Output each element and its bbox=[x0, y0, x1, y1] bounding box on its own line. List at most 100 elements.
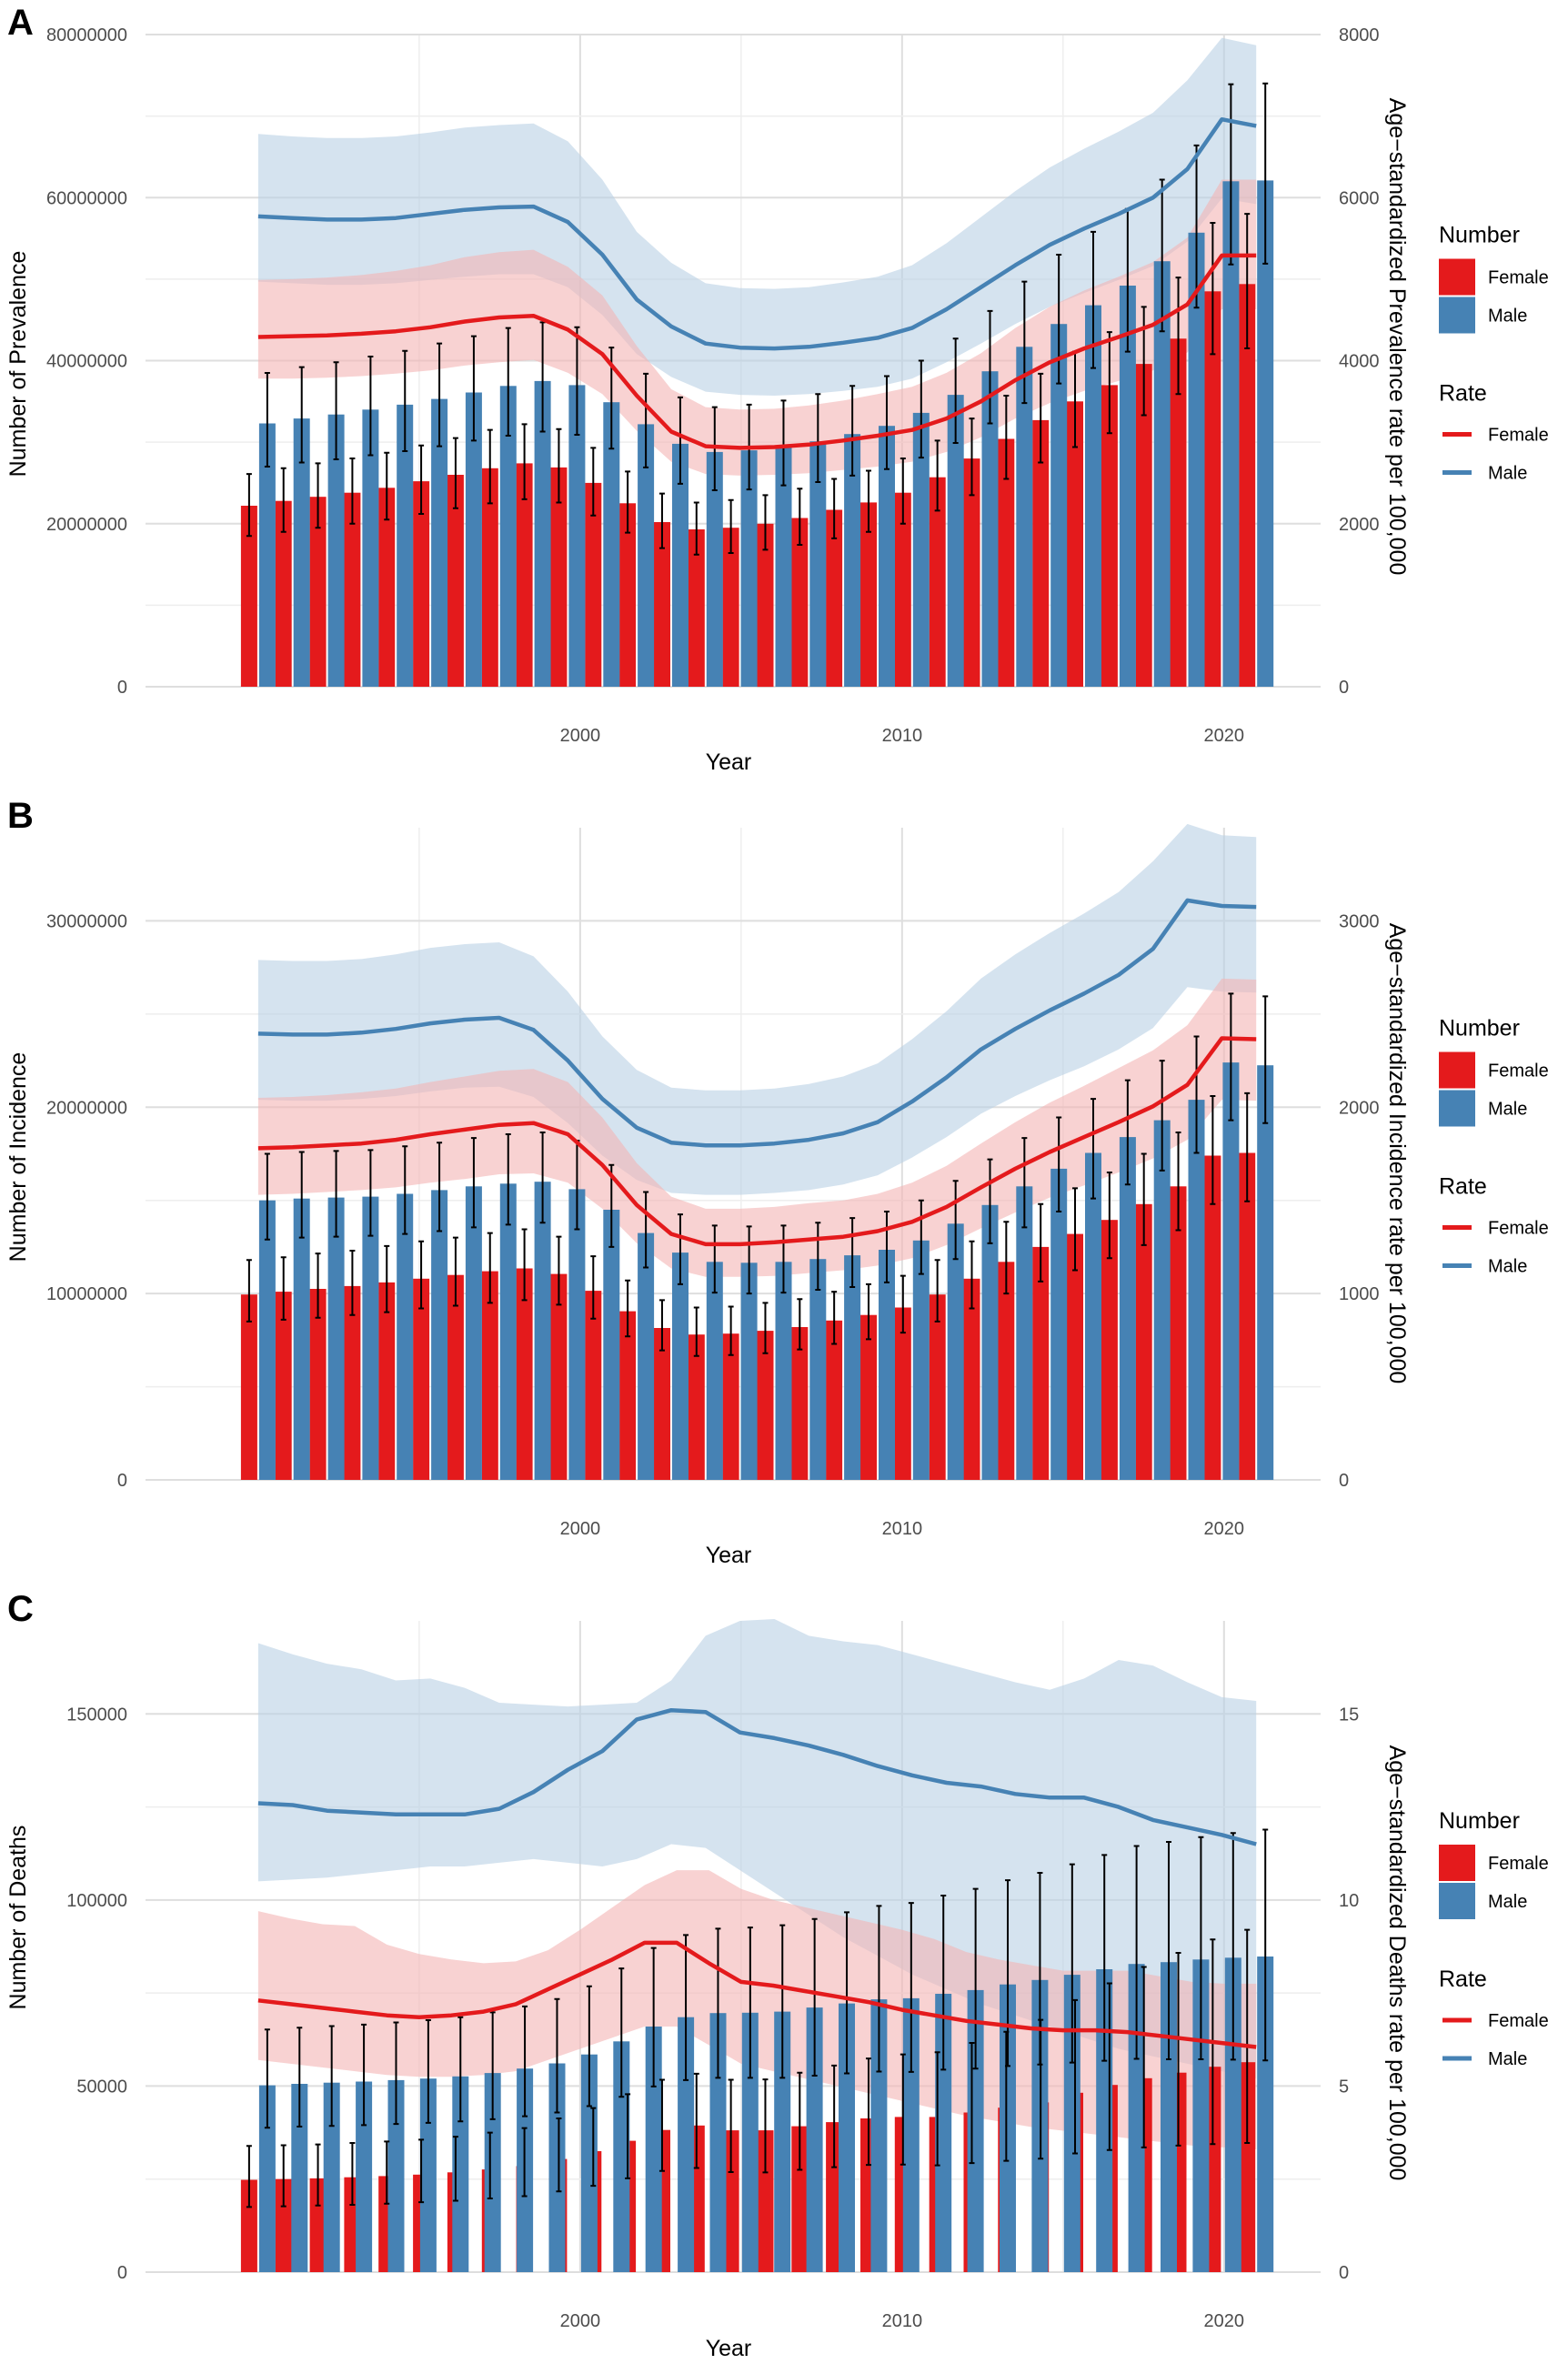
male-error-bar bbox=[1198, 1836, 1204, 2060]
male-error-bar bbox=[747, 1926, 753, 2079]
female-error-bar bbox=[865, 1283, 871, 1341]
female-number-bar bbox=[654, 1328, 670, 1480]
male-number-bar bbox=[431, 398, 448, 687]
male-number-bar bbox=[844, 434, 861, 687]
male-error-bar bbox=[940, 1894, 947, 2071]
male-error-bar bbox=[264, 371, 270, 468]
y-tick-label: 20000000 bbox=[46, 515, 127, 535]
female-error-bar bbox=[1141, 1966, 1147, 2148]
male-number-bar bbox=[981, 371, 999, 687]
male-error-bar bbox=[333, 1150, 339, 1238]
male-number-bar bbox=[706, 451, 723, 687]
female-number-bar bbox=[275, 1292, 292, 1480]
male-error-bar bbox=[1091, 1098, 1097, 1200]
female-error-bar bbox=[1175, 277, 1181, 396]
female-error-bar bbox=[1038, 1202, 1044, 1283]
male-number-bar bbox=[1192, 1959, 1210, 2272]
female-number-bar bbox=[654, 522, 670, 687]
female-error-bar bbox=[246, 473, 252, 538]
female-error-bar bbox=[384, 2140, 390, 2205]
y-tick-label: 60000000 bbox=[46, 188, 127, 208]
male-error-bar bbox=[918, 1199, 924, 1275]
male-number-bar bbox=[534, 1182, 551, 1480]
female-number-bar bbox=[860, 502, 877, 687]
male-number-bar bbox=[1096, 1969, 1113, 2272]
female-error-bar bbox=[831, 478, 838, 539]
legend-rate-title: Rate bbox=[1439, 381, 1487, 407]
female-number-bar bbox=[481, 1271, 498, 1480]
female-number-bar bbox=[240, 2179, 257, 2272]
x-tick-label: 2000 bbox=[560, 1519, 601, 1539]
female-number-bar bbox=[722, 528, 739, 687]
y2-axis-ticks: 0 2000 4000 6000 8000 bbox=[1339, 25, 1380, 698]
female-error-bar bbox=[900, 2053, 906, 2166]
y-tick-label: 80000000 bbox=[46, 25, 127, 45]
male-number-bar bbox=[935, 1994, 952, 2272]
female-number-bar bbox=[688, 529, 705, 687]
legend-female-bar-label: Female bbox=[1488, 1854, 1549, 1874]
x-tick-label: 2000 bbox=[560, 2311, 601, 2331]
male-error-bar bbox=[470, 1137, 477, 1229]
male-error-bar bbox=[298, 366, 305, 464]
female-error-bar bbox=[1106, 331, 1112, 435]
error-bars bbox=[246, 992, 1269, 1357]
male-error-bar bbox=[489, 2011, 496, 2120]
female-error-bar bbox=[1072, 1998, 1079, 2155]
female-error-bar bbox=[1141, 1152, 1147, 1246]
male-error-bar bbox=[618, 1967, 625, 2098]
y-tick-label: 150000 bbox=[66, 1705, 127, 1725]
female-number-bar bbox=[1032, 419, 1050, 687]
legend-female-bar-swatch bbox=[1439, 258, 1475, 296]
female-number-bar bbox=[413, 1278, 430, 1480]
legend-male-bar-swatch bbox=[1439, 1090, 1475, 1127]
female-error-bar bbox=[762, 1302, 769, 1354]
male-error-bar bbox=[1021, 280, 1028, 405]
female-number-bar bbox=[275, 2178, 292, 2272]
male-number-bar bbox=[844, 1255, 861, 1480]
female-error-bar bbox=[934, 1259, 940, 1323]
male-number-bar bbox=[568, 385, 586, 687]
male-number-bar bbox=[499, 386, 517, 687]
legend-female-bar-swatch bbox=[1439, 1845, 1475, 1881]
male-number-bar bbox=[603, 1210, 620, 1480]
female-number-bar bbox=[516, 463, 533, 687]
y-axis-label: Number of Incidence bbox=[5, 1052, 31, 1262]
female-number-bar bbox=[309, 2178, 327, 2272]
male-error-bar bbox=[1228, 83, 1234, 266]
legend-number-title: Number bbox=[1439, 223, 1520, 248]
female-error-bar bbox=[315, 1252, 321, 1319]
male-error-bar bbox=[425, 2019, 431, 2124]
female-error-bar bbox=[280, 467, 286, 533]
y2-tick-label: 8000 bbox=[1339, 25, 1380, 45]
male-number-bar bbox=[947, 1223, 964, 1480]
female-number-bar bbox=[516, 1268, 533, 1480]
female-number-bar bbox=[378, 1282, 396, 1480]
male-number-bar bbox=[534, 380, 551, 687]
y2-tick-label: 2000 bbox=[1339, 1098, 1380, 1118]
female-rate-line bbox=[257, 1940, 1257, 2049]
female-number-bar bbox=[585, 1291, 602, 1480]
female-number-bar bbox=[722, 2130, 739, 2272]
legend-male-line-label: Male bbox=[1488, 1257, 1527, 1277]
x-axis-label: Year bbox=[706, 1543, 752, 1568]
female-number-bar bbox=[929, 1294, 946, 1480]
male-number-bar bbox=[1128, 1964, 1145, 2272]
male-number-bar bbox=[902, 1997, 920, 2272]
male-number-bar bbox=[397, 404, 414, 687]
x-axis-ticks: 2000 2010 2020 bbox=[560, 726, 1244, 746]
male-number-bar bbox=[947, 395, 964, 687]
female-error-bar bbox=[315, 462, 321, 529]
panel-a: A 0 20000000 40000000 60000000 80000000 0 200… bbox=[5, 3, 1549, 775]
female-number-bar bbox=[240, 1294, 257, 1480]
y2-tick-label: 10 bbox=[1339, 1891, 1359, 1911]
y-axis-ticks: 0 50000 100000 150000 bbox=[66, 1705, 127, 2283]
female-number-bar bbox=[998, 438, 1015, 687]
male-number-bar bbox=[740, 450, 758, 687]
male-error-bar bbox=[987, 1158, 993, 1244]
male-number-bar bbox=[775, 1262, 792, 1480]
male-error-bar bbox=[746, 1225, 752, 1295]
male-number-bar bbox=[1050, 324, 1068, 687]
legend-female-bar-label: Female bbox=[1488, 1061, 1549, 1081]
male-number-bar bbox=[568, 1189, 586, 1480]
